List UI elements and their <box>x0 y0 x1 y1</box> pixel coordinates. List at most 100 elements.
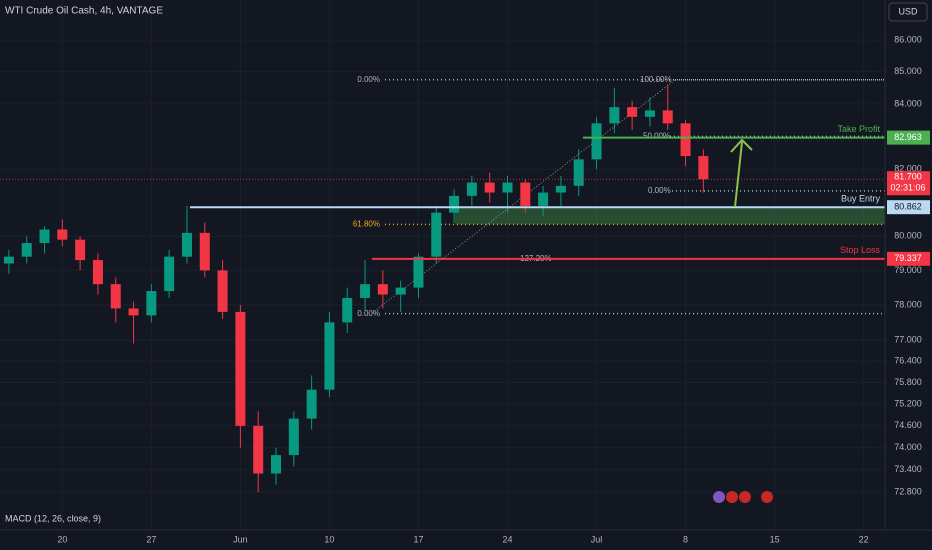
candle-body <box>21 243 32 257</box>
candles <box>3 84 709 493</box>
level-name: Stop Loss <box>840 245 881 255</box>
level-price-label: 82.963 <box>894 132 922 142</box>
y-tick-label: 72.800 <box>894 486 922 496</box>
y-tick-label: 74.600 <box>894 420 922 430</box>
y-tick-label: 80.000 <box>894 231 922 241</box>
y-tick-label: 74.000 <box>894 442 922 452</box>
candle-body <box>253 425 264 474</box>
candle-body <box>555 185 566 193</box>
candle-body <box>288 418 299 456</box>
candle-body <box>57 229 68 240</box>
candle-body <box>128 308 139 316</box>
level-price-box <box>887 251 930 266</box>
candle-body <box>360 284 371 298</box>
candle-body <box>199 232 210 271</box>
fib-label: 0.00% <box>357 75 380 84</box>
y-tick-label: 75.800 <box>894 377 922 387</box>
candle-body <box>92 260 103 285</box>
candle-body <box>609 107 620 124</box>
fib-label: 0.00% <box>357 309 380 318</box>
event-icon[interactable] <box>726 491 738 503</box>
candle-body <box>413 256 424 288</box>
y-tick-label: 78.000 <box>894 299 922 309</box>
candle-body <box>217 270 228 312</box>
candle-body <box>271 455 282 474</box>
level-name: Buy Entry <box>841 194 881 204</box>
x-tick-label: Jul <box>591 534 603 544</box>
y-tick-label: 84.000 <box>894 98 922 108</box>
candle-body <box>698 156 709 180</box>
axes: 72.800 73.400 74.000 74.600 75.200 75.800 76.4… <box>57 34 930 544</box>
y-tick-label: 77.000 <box>894 334 922 344</box>
x-tick-label: 15 <box>770 534 780 544</box>
candle-body <box>644 110 655 117</box>
candle-body <box>484 182 495 193</box>
candle-body <box>146 291 157 316</box>
candle-body <box>573 159 584 186</box>
currency-label: USD <box>898 6 918 16</box>
y-tick-label: 76.400 <box>894 356 922 366</box>
level-price-label: 80.862 <box>894 202 922 212</box>
entry-zone-box <box>455 207 885 225</box>
candle-body <box>591 123 602 160</box>
level-price-box <box>887 200 930 215</box>
arrow-shaft <box>734 141 743 208</box>
arrow-head <box>730 138 753 153</box>
candle-body <box>377 284 388 295</box>
candle-body <box>342 297 353 323</box>
y-tick-label: 73.400 <box>894 464 922 474</box>
fib-label: 61.80% <box>353 220 380 229</box>
level-price-label: 79.337 <box>894 253 922 263</box>
entry-zone <box>455 207 885 225</box>
x-tick-label: 22 <box>859 534 869 544</box>
x-tick-label: 10 <box>324 534 334 544</box>
x-tick-label: 24 <box>502 534 512 544</box>
y-tick-label: 86.000 <box>894 34 922 44</box>
chart-title: WTI Crude Oil Cash, 4h, VANTAGE <box>5 6 163 17</box>
x-tick-label: 20 <box>57 534 67 544</box>
currency-button[interactable] <box>888 2 928 22</box>
candle-body <box>662 110 673 124</box>
candle-body <box>3 256 14 264</box>
candle-body <box>75 239 86 261</box>
candle-body <box>502 182 513 193</box>
level-name: Take Profit <box>837 124 880 134</box>
candle-body <box>306 389 317 419</box>
candle-body <box>39 229 50 244</box>
last-price-box <box>887 171 930 196</box>
target-arrow <box>730 138 753 208</box>
x-tick-label: 8 <box>683 534 688 544</box>
countdown-label: 02:31:06 <box>890 183 925 193</box>
x-tick-label: 27 <box>146 534 156 544</box>
y-tick-label: 79.000 <box>894 265 922 275</box>
candle-body <box>164 256 175 292</box>
x-tick-label: Jun <box>233 534 248 544</box>
candle-body <box>466 182 477 196</box>
level-price-box <box>887 130 930 145</box>
event-icon[interactable] <box>713 491 725 503</box>
fib-label: 50.00% <box>643 132 670 141</box>
candle-body <box>324 322 335 390</box>
event-icon[interactable] <box>739 491 751 503</box>
candle-body <box>627 107 638 117</box>
last-price-label: 81.700 <box>894 172 922 182</box>
candle-body <box>181 232 192 257</box>
y-tick-label: 75.200 <box>894 398 922 408</box>
event-icon[interactable] <box>761 491 773 503</box>
candle-body <box>449 195 460 213</box>
candle-body <box>431 212 442 257</box>
y-tick-label: 82.000 <box>894 164 922 174</box>
y-tick-label: 85.000 <box>894 66 922 76</box>
candle-body <box>235 311 246 426</box>
trade-levels: Take Profit Buy Entry Stop Loss <box>0 124 885 260</box>
grid <box>0 0 885 530</box>
candle-body <box>395 287 406 295</box>
indicator-label: MACD (12, 26, close, 9) <box>5 513 101 523</box>
fib-label: 0.00% <box>648 186 671 195</box>
event-icons <box>713 491 773 503</box>
x-tick-label: 17 <box>413 534 423 544</box>
fib-label: 100.00% <box>640 75 672 84</box>
